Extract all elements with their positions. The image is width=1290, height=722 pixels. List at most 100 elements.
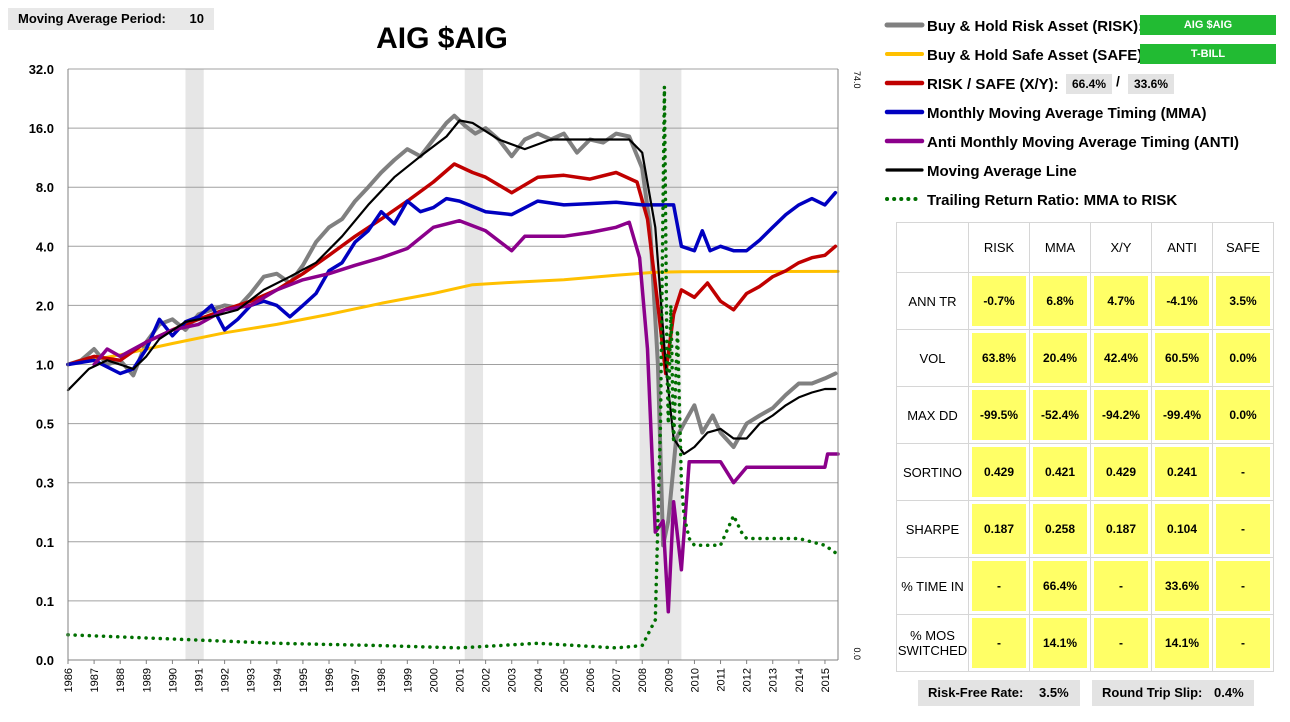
stats-value: 14.1% (1155, 618, 1209, 668)
stats-row-label: % MOS SWITCHED (896, 614, 969, 672)
stats-value: 14.1% (1033, 618, 1087, 668)
stats-cell: - (1212, 443, 1274, 501)
stats-cell: 0.429 (1090, 443, 1152, 501)
stats-value: 4.7% (1094, 276, 1148, 326)
legend-risk-label: Buy & Hold Risk Asset (RISK): (927, 18, 1143, 35)
stats-value: 0.421 (1033, 447, 1087, 497)
stats-body: ANN TR -0.7% 6.8% 4.7% -4.1% 3.5% VOL 63.8% 20.4… (896, 272, 1274, 672)
x-tick-label: 1988 (115, 668, 127, 692)
x-tick-label: 1991 (194, 668, 206, 692)
x-tick-label: 1989 (141, 668, 153, 692)
x-tick-label: 2009 (663, 668, 675, 692)
stats-cell: 0.187 (968, 500, 1030, 558)
stats-row-label: SHARPE (896, 500, 969, 558)
y-tick-label: 2.0 (36, 298, 54, 313)
legend-swatches (884, 22, 925, 201)
risk-free-value: 3.5% (1039, 685, 1069, 700)
stats-value: 6.8% (1033, 276, 1087, 326)
x-tick-label: 1994 (272, 668, 284, 692)
x-tick-label: 1995 (298, 668, 310, 692)
legend-safe-label: Buy & Hold Safe Asset (SAFE): (927, 47, 1147, 64)
stats-row: SHARPE 0.187 0.258 0.187 0.104- (896, 500, 1274, 558)
x-tick-label: 2010 (689, 668, 701, 692)
y-tick-label: 16.0 (29, 121, 54, 136)
x-tick-label: 2015 (820, 668, 832, 692)
ma-period-value: 10 (189, 11, 204, 26)
legend-xy-label: RISK / SAFE (X/Y): (927, 76, 1059, 93)
stats-cell: - (1212, 614, 1274, 672)
stats-cell: - (1212, 557, 1274, 615)
stats-value: - (972, 618, 1026, 668)
right-axis-top-label: 74.0 (852, 71, 862, 89)
safe-asset-box: T-BILL (1140, 44, 1276, 64)
stats-cell: 42.4% (1090, 329, 1152, 387)
x-tick-label: 2014 (794, 668, 806, 692)
y-tick-label: 0.1 (36, 535, 54, 550)
stats-value: -52.4% (1033, 390, 1087, 440)
stats-cell: 14.1% (1029, 614, 1091, 672)
stats-value: 20.4% (1033, 333, 1087, 383)
stats-value: -4.1% (1155, 276, 1209, 326)
stats-cell: 4.7% (1090, 272, 1152, 330)
stats-header: RISK (968, 222, 1030, 273)
stats-value: 0.104 (1155, 504, 1209, 554)
series-group (66, 84, 840, 650)
x-tick-label: 2011 (716, 668, 728, 692)
x-tick-label: 1992 (220, 668, 232, 692)
x-tick-label: 2003 (507, 668, 519, 692)
stats-value: 42.4% (1094, 333, 1148, 383)
stats-cell: - (968, 557, 1030, 615)
stats-value: -0.7% (972, 276, 1026, 326)
x-tick-label: 2007 (611, 668, 623, 692)
stats-value: 63.8% (972, 333, 1026, 383)
stats-row: % MOS SWITCHED -14.1% -14.1% - (896, 614, 1274, 672)
stats-header: ANTI (1151, 222, 1213, 273)
slip-pill: Round Trip Slip: 0.4% (1092, 680, 1254, 706)
stats-value: 3.5% (1216, 276, 1270, 326)
stats-cell: - (968, 614, 1030, 672)
stats-cell: 0.421 (1029, 443, 1091, 501)
stats-value: 0.0% (1216, 333, 1270, 383)
stats-value: - (1094, 561, 1148, 611)
stats-value: 66.4% (1033, 561, 1087, 611)
gridlines (68, 68, 838, 661)
stats-value: -99.4% (1155, 390, 1209, 440)
y-tick-label: 0.5 (36, 417, 54, 432)
x-tick-label: 2005 (559, 668, 571, 692)
stats-cell: -99.4% (1151, 386, 1213, 444)
stats-value: - (1216, 447, 1270, 497)
ma-period-badge: Moving Average Period: 10 (8, 8, 214, 30)
y-tick-label: 4.0 (36, 239, 54, 254)
y-tick-label: 1.0 (36, 358, 54, 373)
stats-header: MMA (1029, 222, 1091, 273)
stats-corner (896, 222, 969, 273)
stats-header-row: RISK MMA X/Y ANTI SAFE (896, 222, 1274, 273)
stats-cell: 3.5% (1212, 272, 1274, 330)
stats-cell: -4.1% (1151, 272, 1213, 330)
risk-free-label: Risk-Free Rate: (928, 685, 1024, 700)
x-tick-label: 1990 (167, 668, 179, 692)
xy-risk-pct: 66.4% (1066, 74, 1112, 94)
slip-value: 0.4% (1214, 685, 1244, 700)
x-tick-label: 1986 (63, 668, 75, 692)
stats-table: RISK MMA X/Y ANTI SAFE ANN TR -0.7% 6.8% 4.… (896, 222, 1274, 672)
stats-value: - (972, 561, 1026, 611)
x-tick-label: 1999 (402, 668, 414, 692)
stats-row-label: SORTINO (896, 443, 969, 501)
stats-cell: 0.0% (1212, 329, 1274, 387)
stats-row: MAX DD -99.5% -52.4% -94.2% -99.4% 0.0% (896, 386, 1274, 444)
stats-cell: -99.5% (968, 386, 1030, 444)
series-line (66, 190, 838, 376)
legend-anti-label: Anti Monthly Moving Average Timing (ANTI… (927, 134, 1239, 151)
y-tick-label: 0.3 (36, 476, 54, 491)
stats-cell: 66.4% (1029, 557, 1091, 615)
series-line (66, 162, 838, 376)
stats-value: - (1216, 504, 1270, 554)
stats-row: SORTINO 0.429 0.421 0.429 0.241- (896, 443, 1274, 501)
stats-cell: 14.1% (1151, 614, 1213, 672)
stats-cell: 6.8% (1029, 272, 1091, 330)
stats-cell: -52.4% (1029, 386, 1091, 444)
stats-value: 0.429 (972, 447, 1026, 497)
x-tick-label: 2001 (455, 668, 467, 692)
xy-safe-pct: 33.6% (1128, 74, 1174, 94)
